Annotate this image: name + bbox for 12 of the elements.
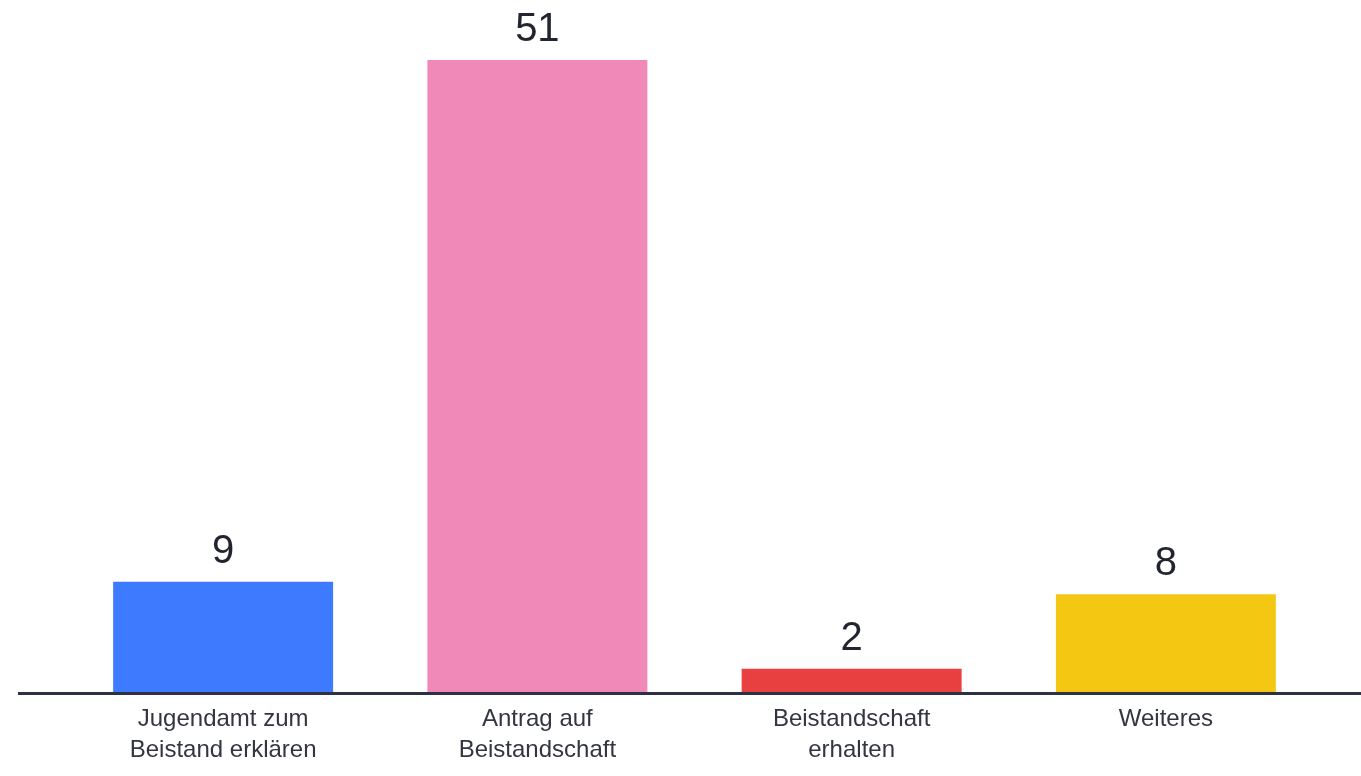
x-tick-label: Weiteres: [1118, 703, 1214, 731]
data-label: 51: [515, 5, 560, 50]
data-label: 8: [1154, 539, 1177, 584]
x-tick-label: Jugendamt zum Beistand erklären: [129, 703, 317, 763]
bar: [113, 581, 334, 694]
data-label: 9: [212, 526, 235, 571]
bar: [1055, 594, 1276, 694]
data-label: 2: [840, 613, 863, 658]
x-tick-label: Antrag auf Beistandschaft: [458, 703, 617, 763]
bar: [741, 668, 962, 694]
bar: [427, 60, 648, 694]
x-tick-label: Beistandschaft erhalten: [772, 703, 931, 763]
